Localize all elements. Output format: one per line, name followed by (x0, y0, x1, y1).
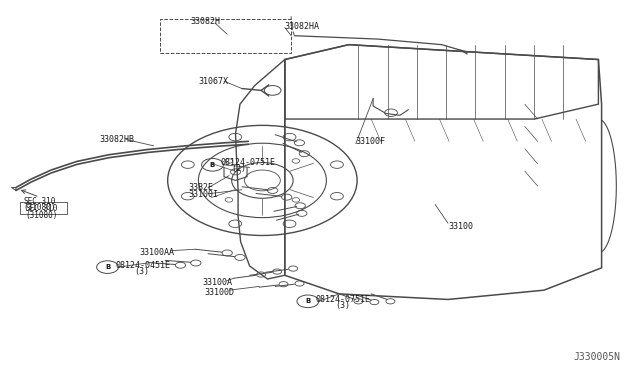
Text: B: B (210, 162, 215, 168)
Text: (31080): (31080) (23, 203, 56, 212)
Text: 33B2E: 33B2E (189, 183, 214, 192)
Text: 33082H: 33082H (191, 17, 221, 26)
Text: J330005N: J330005N (574, 352, 621, 362)
Text: (3): (3) (134, 267, 149, 276)
Text: 08124-0751E: 08124-0751E (316, 295, 371, 304)
Text: 08124-0451E: 08124-0451E (115, 261, 170, 270)
Text: 31067X: 31067X (198, 77, 228, 86)
Text: B: B (105, 264, 110, 270)
Bar (20, 202, 67, 214)
Text: (3): (3) (335, 301, 350, 310)
Text: 33100I: 33100I (189, 190, 219, 199)
Text: 33100D: 33100D (205, 288, 235, 296)
Text: 33082HB: 33082HB (99, 135, 134, 144)
Text: 33082HA: 33082HA (285, 22, 320, 31)
Text: (31080): (31080) (26, 211, 58, 219)
Text: 33100F: 33100F (356, 137, 386, 146)
Text: 33100A: 33100A (202, 278, 232, 287)
Text: 33100: 33100 (448, 222, 473, 231)
Text: (2): (2) (232, 164, 246, 173)
Text: B: B (305, 298, 310, 304)
Text: 08124-0751E: 08124-0751E (220, 158, 275, 167)
Text: SEC.310: SEC.310 (26, 204, 58, 213)
Bar (160, 19, 291, 53)
Text: 33100AA: 33100AA (140, 248, 175, 257)
Text: SEC.310: SEC.310 (23, 197, 56, 206)
